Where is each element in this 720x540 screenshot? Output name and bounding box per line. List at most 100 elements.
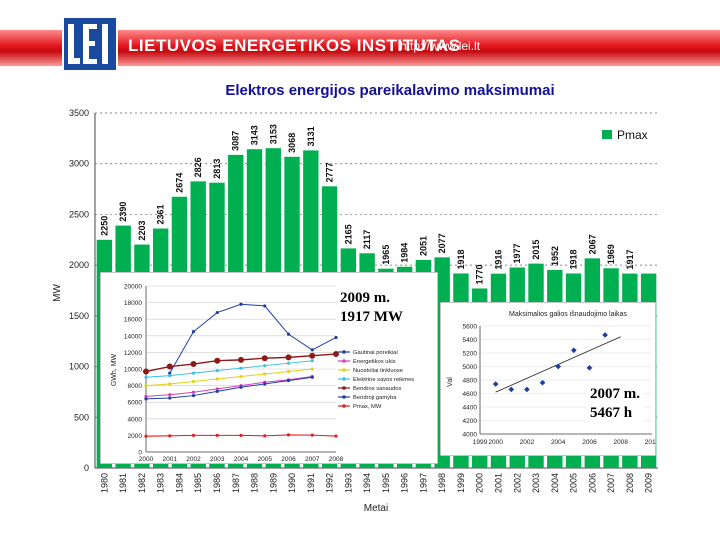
y-tick-label: 1000 bbox=[69, 362, 89, 372]
inset-x-tick-label: 2006 bbox=[281, 456, 296, 463]
inset-x-tick-label: 2000 bbox=[139, 456, 154, 463]
data-label: 1952 bbox=[550, 246, 560, 266]
data-label: 2051 bbox=[418, 236, 428, 256]
series-point bbox=[168, 434, 172, 438]
data-label: 2361 bbox=[156, 204, 166, 224]
scatter-y-tick-label: 4000 bbox=[463, 432, 478, 439]
inset-y-tick-label: 4000 bbox=[128, 416, 143, 423]
scatter-point bbox=[539, 379, 546, 386]
x-tick-label: 1994 bbox=[362, 473, 372, 493]
inset-legend-label: Energetikos ukis bbox=[353, 359, 396, 365]
inset-scatter-chart: Maksimalios galios išnaudojimo laikas 400… bbox=[440, 302, 656, 456]
x-tick-label: 1989 bbox=[268, 473, 278, 493]
inset-legend-label: Gautinai poreikiai bbox=[353, 350, 398, 356]
scatter-x-tick-label: 2004 bbox=[551, 439, 566, 446]
data-label: 2077 bbox=[437, 233, 447, 253]
data-label: 1918 bbox=[456, 249, 466, 269]
inset-legend-label: Nuostoliai tinkluose bbox=[353, 368, 403, 374]
data-label: 2390 bbox=[118, 202, 128, 222]
inset-y-axis-label: GWh, MW bbox=[111, 353, 118, 386]
data-label: 2777 bbox=[325, 162, 335, 182]
inset-y-tick-label: 0 bbox=[138, 450, 142, 457]
series-point bbox=[215, 387, 219, 391]
inset-y-tick-label: 18000 bbox=[124, 300, 142, 307]
scatter-y-tick-label: 4400 bbox=[463, 405, 478, 412]
header-band bbox=[0, 30, 720, 66]
data-label: 1916 bbox=[493, 250, 503, 270]
series-point bbox=[168, 393, 172, 397]
inset-legend-marker bbox=[342, 350, 346, 354]
data-label: 1984 bbox=[400, 243, 410, 263]
y-tick-label: 2000 bbox=[69, 260, 89, 270]
scatter-x-tick-label: 2006 bbox=[582, 439, 597, 446]
scatter-point bbox=[570, 347, 577, 354]
inset-y-tick-label: 14000 bbox=[124, 333, 142, 340]
series-point bbox=[333, 351, 339, 358]
scatter-x-tick-label: 2000 bbox=[488, 439, 503, 446]
series-point bbox=[191, 379, 196, 384]
scatter-y-tick-label: 5000 bbox=[463, 364, 478, 371]
scatter-point bbox=[492, 381, 499, 387]
series-point bbox=[286, 379, 291, 383]
x-axis-label: Metai bbox=[364, 503, 388, 514]
inset-x-tick-label: 2001 bbox=[163, 456, 178, 463]
series-point bbox=[239, 366, 243, 370]
x-tick-label: 1988 bbox=[250, 473, 260, 493]
x-tick-label: 2003 bbox=[531, 473, 541, 493]
series-point bbox=[310, 359, 314, 363]
data-label: 2826 bbox=[193, 157, 203, 177]
scatter-point bbox=[508, 386, 515, 393]
series-point bbox=[191, 390, 196, 394]
series-point bbox=[309, 352, 316, 359]
series-point bbox=[144, 397, 148, 401]
x-tick-label: 1999 bbox=[456, 473, 466, 493]
scatter-y-tick-label: 4600 bbox=[463, 391, 478, 398]
institute-logo bbox=[62, 16, 118, 72]
page-header: LIETUVOS ENERGETIKOS INSTITUTAS http://w… bbox=[0, 0, 720, 76]
series-point bbox=[286, 369, 291, 374]
annotation-2007-year: 2007 m. bbox=[590, 386, 640, 402]
series-point bbox=[168, 382, 172, 386]
series-point bbox=[168, 371, 172, 375]
inset-y-tick-label: 6000 bbox=[128, 400, 143, 407]
series-point bbox=[286, 332, 291, 336]
data-label: 3087 bbox=[231, 131, 241, 151]
series-point bbox=[310, 375, 314, 379]
inset-y-tick-label: 2000 bbox=[128, 433, 143, 440]
x-tick-label: 1983 bbox=[156, 473, 166, 493]
x-tick-label: 1993 bbox=[343, 473, 353, 493]
series-point bbox=[261, 355, 268, 362]
series-point bbox=[191, 393, 196, 398]
inset-y-tick-label: 20000 bbox=[124, 284, 142, 291]
data-label: 2674 bbox=[174, 173, 184, 193]
y-axis-label: MW bbox=[52, 284, 63, 302]
website-link[interactable]: http://www.lei.lt bbox=[400, 39, 481, 53]
x-tick-label: 2002 bbox=[512, 473, 522, 493]
data-label: 1965 bbox=[381, 245, 391, 265]
inset-y-tick-label: 16000 bbox=[124, 317, 142, 324]
scatter-point bbox=[524, 386, 530, 393]
x-tick-label: 2007 bbox=[606, 473, 616, 493]
inset-y-tick-label: 10000 bbox=[124, 367, 142, 374]
inset-x-tick-label: 2005 bbox=[258, 456, 273, 463]
data-label: 1917 bbox=[625, 250, 635, 270]
legend-label: Pmax bbox=[617, 128, 648, 142]
y-tick-label: 2500 bbox=[69, 209, 89, 219]
series-point bbox=[215, 389, 219, 394]
series-point bbox=[263, 434, 267, 438]
scatter-x-tick-label: 2010 bbox=[645, 439, 656, 446]
scatter-y-tick-label: 5600 bbox=[463, 324, 478, 331]
annotation-2009: 2009 m. 1917 MW bbox=[336, 287, 407, 329]
annotation-2009-value: 1917 MW bbox=[340, 309, 403, 325]
x-tick-label: 1991 bbox=[306, 473, 316, 493]
annotation-2007: 2007 m. 5467 h bbox=[586, 383, 644, 425]
data-label: 3153 bbox=[268, 124, 278, 144]
inset-x-tick-label: 2003 bbox=[210, 456, 225, 463]
annotation-2009-year: 2009 m. bbox=[340, 290, 390, 306]
inset-x-tick-label: 2002 bbox=[186, 456, 201, 463]
inset-legend-label: Bendros sanaudos bbox=[353, 386, 401, 392]
x-tick-label: 1980 bbox=[99, 473, 109, 493]
series-point bbox=[285, 354, 292, 361]
data-label: 2015 bbox=[531, 240, 541, 260]
series-point bbox=[215, 369, 219, 373]
